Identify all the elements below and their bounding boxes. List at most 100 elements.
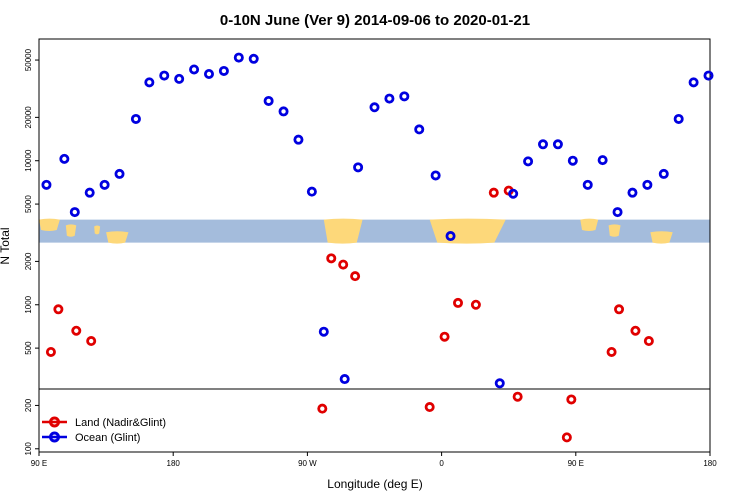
x-tick-label: 180	[703, 459, 717, 468]
ocean-point	[353, 162, 364, 173]
ocean-point	[508, 188, 519, 199]
ocean-point	[658, 168, 669, 179]
map-land-2	[94, 225, 101, 235]
ocean-point	[41, 179, 52, 190]
x-tick-label: 0	[439, 459, 444, 468]
y-tick-label: 100	[24, 442, 33, 456]
x-axis-label: Longitude (deg E)	[327, 477, 422, 491]
ocean-point	[494, 378, 505, 389]
land-point	[86, 336, 97, 347]
ocean-point	[130, 113, 141, 124]
land-point	[470, 299, 481, 310]
ocean-point	[174, 73, 185, 84]
data-points	[41, 52, 714, 443]
ocean-point	[582, 179, 593, 190]
land-point	[53, 304, 64, 315]
ocean-point	[144, 77, 155, 88]
ocean-point	[612, 207, 623, 218]
ocean-point	[688, 77, 699, 88]
ocean-point	[597, 155, 608, 166]
land-point	[561, 432, 572, 443]
legend-land-marker	[49, 416, 60, 428]
y-tick-label: 2000	[24, 252, 33, 270]
land-point	[439, 331, 450, 342]
land-point	[317, 403, 328, 414]
x-tick-label: 90 W	[298, 459, 317, 468]
y-tick-label: 50000	[24, 48, 33, 71]
world-map-band	[39, 218, 710, 244]
legend: Land (Nadir&Glint) Ocean (Glint)	[42, 416, 166, 444]
ocean-point	[703, 70, 714, 81]
land-point	[71, 325, 82, 336]
ocean-point	[218, 65, 229, 76]
land-point	[424, 402, 435, 413]
y-axis-label: N Total	[0, 227, 12, 264]
map-land-0	[39, 218, 60, 231]
land-point	[488, 187, 499, 198]
ocean-point	[69, 207, 80, 218]
x-tick-label: 90 E	[31, 459, 47, 468]
legend-ocean-marker	[49, 431, 60, 443]
y-tick-label: 200	[24, 398, 33, 412]
ocean-point	[399, 91, 410, 102]
legend-ocean-label: Ocean (Glint)	[75, 432, 140, 444]
ocean-point	[318, 326, 329, 337]
ocean-point	[673, 113, 684, 124]
ocean-point	[278, 106, 289, 117]
ocean-point	[263, 95, 274, 106]
y-tick-label: 20000	[24, 106, 33, 129]
x-tick-label: 90 E	[568, 459, 584, 468]
land-point	[566, 394, 577, 405]
x-axis: 90 E 180 90 W 0 90 E 180	[31, 452, 717, 468]
ocean-point	[189, 64, 200, 75]
land-point	[326, 253, 337, 264]
y-tick-label: 5000	[24, 195, 33, 213]
y-axis: 100 200 500 1000 2000 5000 10000 20000 50000	[24, 48, 39, 455]
land-point	[643, 336, 654, 347]
ocean-point	[339, 374, 350, 385]
ocean-point	[233, 52, 244, 63]
land-point	[453, 297, 464, 308]
plot-frame	[38, 38, 711, 453]
legend-land-label: Land (Nadir&Glint)	[75, 417, 166, 429]
y-tick-label: 1000	[24, 295, 33, 313]
ocean-point	[537, 139, 548, 150]
ocean-point	[523, 156, 534, 167]
map-land-5	[429, 218, 506, 244]
map-land-1	[65, 224, 77, 237]
ocean-point	[642, 179, 653, 190]
y-tick-label: 10000	[24, 149, 33, 172]
ocean-point	[159, 70, 170, 81]
ocean-point	[203, 69, 214, 80]
ocean-point	[59, 153, 70, 164]
ocean-point	[414, 124, 425, 135]
ocean-point	[552, 139, 563, 150]
ocean-point	[306, 186, 317, 197]
map-land-3	[106, 231, 129, 244]
ocean-point	[567, 155, 578, 166]
ocean-point	[369, 102, 380, 113]
ocean-point	[445, 231, 456, 242]
ocean-point	[248, 53, 259, 64]
land-point	[338, 259, 349, 270]
map-land-6	[580, 218, 599, 231]
land-point	[350, 271, 361, 282]
ocean-point	[430, 170, 441, 181]
ocean-point	[384, 93, 395, 104]
x-tick-label: 180	[167, 459, 181, 468]
map-land-4	[323, 218, 363, 244]
map-land-7	[608, 224, 621, 237]
ocean-point	[99, 179, 110, 190]
ocean-point	[114, 168, 125, 179]
land-point	[606, 346, 617, 357]
map-land-8	[650, 231, 673, 244]
chart-title: 0-10N June (Ver 9) 2014-09-06 to 2020-01…	[220, 12, 530, 29]
ocean-point	[627, 187, 638, 198]
land-point	[630, 325, 641, 336]
land-point	[45, 346, 56, 357]
map-ocean	[39, 219, 710, 243]
y-tick-label: 500	[24, 341, 33, 355]
land-point	[512, 391, 523, 402]
land-point	[614, 304, 625, 315]
